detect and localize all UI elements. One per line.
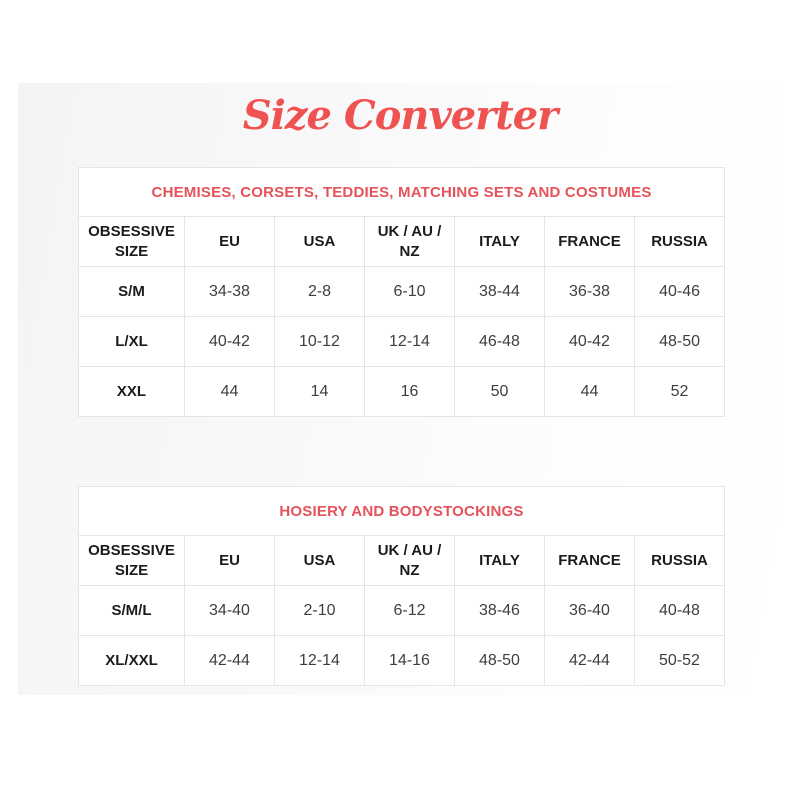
size-cell: 38-44 [454, 266, 545, 317]
column-header-russia: RUSSIA [633, 216, 726, 267]
column-header-uk-au-nz: UK / AU / NZ [364, 216, 455, 267]
size-cell: 48-50 [454, 635, 545, 686]
table-row: XL/XXL 42-44 12-14 14-16 48-50 42-44 50-… [78, 635, 725, 686]
column-header-eu: EU [184, 535, 275, 586]
size-cell: 42-44 [544, 635, 635, 686]
column-header-russia: RUSSIA [634, 535, 725, 586]
size-cell: 42-44 [184, 635, 275, 686]
size-cell: 12-14 [274, 635, 365, 686]
size-cell: 10-12 [274, 316, 365, 367]
size-cell: 50 [454, 366, 545, 417]
table-section-title-row: CHEMISES, CORSETS, TEDDIES, MATCHING SET… [77, 167, 726, 217]
size-cell: 14-16 [364, 635, 455, 686]
table-section-title: HOSIERY AND BODYSTOCKINGS [78, 486, 725, 536]
size-cell: 34-38 [184, 266, 275, 317]
size-cell: 36-40 [544, 585, 635, 636]
size-cell: 16 [364, 366, 455, 417]
column-header-uk-au-nz: UK / AU / NZ [364, 535, 455, 586]
row-label: S/M/L [78, 585, 185, 636]
row-label: L/XL [78, 316, 185, 367]
size-cell: 2-10 [274, 585, 365, 636]
size-cell: 48-50 [633, 316, 726, 367]
size-cell: 6-10 [364, 266, 455, 317]
table-header-row: OBSESSIVE SIZE EU USA UK / AU / NZ ITALY… [78, 535, 725, 586]
table-header-row: OBSESSIVE SIZE EU USA UK / AU / NZ ITALY… [78, 216, 726, 267]
size-cell: 40-48 [634, 585, 725, 636]
column-header-france: FRANCE [544, 535, 635, 586]
size-cell: 6-12 [364, 585, 455, 636]
size-cell: 14 [274, 366, 365, 417]
table-row: L/XL 40-42 10-12 12-14 46-48 40-42 48-50 [78, 316, 726, 367]
table-section-title-row: HOSIERY AND BODYSTOCKINGS [78, 486, 725, 536]
table-row: S/M/L 34-40 2-10 6-12 38-46 36-40 40-48 [78, 585, 725, 636]
size-cell: 44 [544, 366, 635, 417]
column-header-usa: USA [274, 535, 365, 586]
size-table-hosiery: HOSIERY AND BODYSTOCKINGS OBSESSIVE SIZE… [78, 486, 725, 686]
table-row: S/M 34-38 2-8 6-10 38-44 36-38 40-46 [78, 266, 726, 317]
size-table-chemises: CHEMISES, CORSETS, TEDDIES, MATCHING SET… [77, 167, 726, 417]
column-header-obsessive-size: OBSESSIVE SIZE [78, 216, 185, 267]
size-cell: 40-46 [633, 266, 726, 317]
size-cell: 36-38 [544, 266, 635, 317]
size-cell: 44 [184, 366, 275, 417]
row-label: XXL [78, 366, 185, 417]
size-cell: 38-46 [454, 585, 545, 636]
table-row: XXL 44 14 16 50 44 52 [78, 366, 726, 417]
table-section-title: CHEMISES, CORSETS, TEDDIES, MATCHING SET… [77, 167, 726, 217]
column-header-france: FRANCE [544, 216, 635, 267]
page-title: Size Converter [242, 92, 559, 139]
size-cell: 52 [633, 366, 726, 417]
row-label: S/M [78, 266, 185, 317]
size-cell: 34-40 [184, 585, 275, 636]
column-header-italy: ITALY [454, 216, 545, 267]
column-header-eu: EU [184, 216, 275, 267]
row-label: XL/XXL [78, 635, 185, 686]
size-cell: 40-42 [544, 316, 635, 367]
size-cell: 46-48 [454, 316, 545, 367]
column-header-usa: USA [274, 216, 365, 267]
size-cell: 40-42 [184, 316, 275, 367]
size-cell: 50-52 [634, 635, 725, 686]
column-header-obsessive-size: OBSESSIVE SIZE [78, 535, 185, 586]
size-cell: 12-14 [364, 316, 455, 367]
size-cell: 2-8 [274, 266, 365, 317]
column-header-italy: ITALY [454, 535, 545, 586]
